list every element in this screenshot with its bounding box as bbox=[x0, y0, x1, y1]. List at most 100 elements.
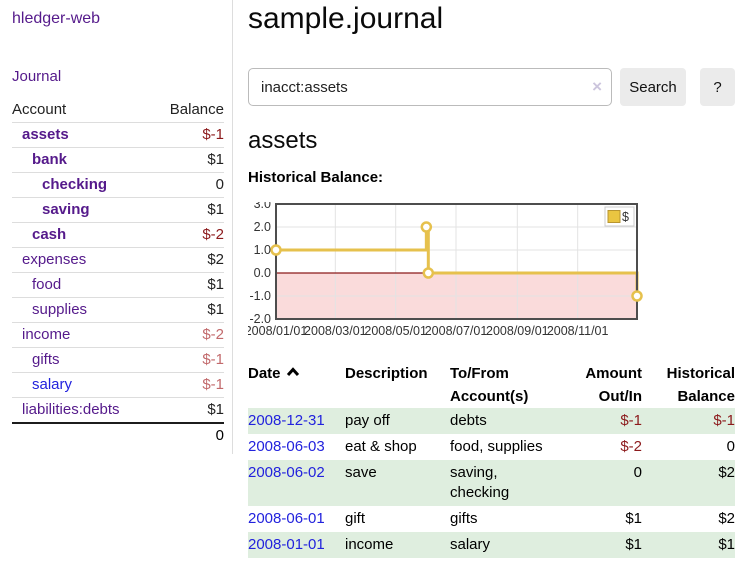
x-axis-label: 2008/09/01 bbox=[486, 324, 549, 338]
accounts-cell: salary bbox=[450, 536, 491, 553]
account-link-liabilities-debts[interactable]: liabilities:debts bbox=[22, 401, 120, 418]
y-axis-label: 2.0 bbox=[254, 220, 271, 234]
amount-cell: $1 bbox=[625, 510, 642, 527]
search-input[interactable] bbox=[248, 68, 612, 106]
accounts-total-value: 0 bbox=[215, 427, 224, 444]
sort-ascending-icon bbox=[286, 367, 299, 377]
running-balance-cell: $2 bbox=[718, 464, 735, 481]
page-title: sample.journal bbox=[248, 2, 444, 35]
sidebar: hledger-web Journal Account Balance asse… bbox=[0, 0, 233, 454]
y-axis-label: 0.0 bbox=[254, 266, 271, 280]
account-link-saving[interactable]: saving bbox=[42, 201, 90, 218]
description-cell: pay off bbox=[345, 412, 390, 429]
description-column-header: Description bbox=[345, 365, 428, 382]
balance-column-header: Balance bbox=[169, 101, 224, 118]
balance-cell: $-2 bbox=[202, 226, 224, 243]
y-axis-label: 1.0 bbox=[254, 243, 271, 257]
y-axis-label: -1.0 bbox=[249, 289, 271, 303]
account-row: liabilities:debts $1 bbox=[12, 397, 224, 424]
transaction-date-link[interactable]: 2008-01-01 bbox=[248, 536, 325, 553]
amount-cell: 0 bbox=[633, 464, 642, 481]
balance-cell: $-1 bbox=[202, 126, 224, 143]
description-cell: eat & shop bbox=[345, 438, 417, 455]
account-row: assets $-1 bbox=[12, 123, 224, 148]
balance-cell: $1 bbox=[207, 201, 224, 218]
balance-cell: 0 bbox=[215, 176, 224, 193]
account-column-header: To/From Account(s) bbox=[450, 365, 529, 405]
description-cell: save bbox=[345, 464, 377, 481]
search-button[interactable]: Search bbox=[620, 68, 686, 106]
account-row: income $-2 bbox=[12, 322, 224, 348]
running-balance-cell: $2 bbox=[718, 510, 735, 527]
account-link-bank[interactable]: bank bbox=[32, 151, 68, 168]
running-balance-cell: $1 bbox=[718, 536, 735, 553]
accounts-table: Account Balance assets $-1 bank $1 check… bbox=[12, 98, 224, 448]
account-link-income[interactable]: income bbox=[22, 326, 71, 343]
brand-link[interactable]: hledger-web bbox=[12, 10, 101, 27]
balance-cell: $1 bbox=[207, 276, 224, 293]
balance-cell: $-1 bbox=[202, 376, 224, 393]
account-link-supplies[interactable]: supplies bbox=[32, 301, 88, 318]
register-row: 2008-12-31 pay off debts $-1 $-1 bbox=[248, 408, 735, 434]
balance-cell: $-1 bbox=[202, 351, 224, 368]
sidebar-item-journal[interactable]: Journal bbox=[12, 68, 62, 85]
plot-border bbox=[275, 203, 638, 320]
register-row: 2008-06-02 save saving, checking 0 $2 bbox=[248, 460, 735, 506]
register-table: Date Description To/From Account(s) Amou… bbox=[248, 362, 735, 558]
accounts-table-header: Account Balance bbox=[12, 98, 224, 123]
account-link-cash[interactable]: cash bbox=[32, 226, 67, 243]
balance-cell: $2 bbox=[207, 251, 224, 268]
account-link-food[interactable]: food bbox=[32, 276, 62, 293]
search-form: × Search ? bbox=[248, 68, 735, 106]
x-axis-label: 2008/05/01 bbox=[364, 324, 427, 338]
running-balance-cell: 0 bbox=[726, 438, 735, 455]
help-button[interactable]: ? bbox=[700, 68, 735, 106]
accounts-cell: gifts bbox=[450, 510, 478, 527]
accounts-total-row: 0 bbox=[12, 423, 224, 448]
account-link-gifts[interactable]: gifts bbox=[32, 351, 60, 368]
account-row: cash $-2 bbox=[12, 222, 224, 248]
account-row: saving $1 bbox=[12, 197, 224, 223]
account-row: food $1 bbox=[12, 272, 224, 298]
description-cell: gift bbox=[345, 510, 366, 527]
register-row: 2008-06-03 eat & shop food, supplies $-2… bbox=[248, 434, 735, 460]
account-link-assets[interactable]: assets bbox=[22, 126, 69, 143]
y-axis-label: -2.0 bbox=[249, 312, 271, 326]
accounts-cell: debts bbox=[450, 412, 487, 429]
transaction-date-link[interactable]: 2008-06-02 bbox=[248, 464, 325, 481]
account-row: supplies $1 bbox=[12, 297, 224, 323]
register-header-row: Date Description To/From Account(s) Amou… bbox=[248, 362, 735, 408]
x-axis-label: 2008/07/01 bbox=[425, 324, 488, 338]
x-axis-label: 2008/01/01 bbox=[248, 324, 307, 338]
amount-cell: $1 bbox=[625, 536, 642, 553]
legend-swatch bbox=[607, 210, 621, 223]
account-row: checking 0 bbox=[12, 172, 224, 198]
transaction-date-link[interactable]: 2008-06-03 bbox=[248, 438, 325, 455]
account-row: bank $1 bbox=[12, 147, 224, 173]
amount-cell: $-1 bbox=[620, 412, 642, 429]
balance-column-header: Historical Balance bbox=[666, 365, 735, 405]
data-point-marker bbox=[420, 221, 433, 233]
balance-cell: $-2 bbox=[202, 326, 224, 343]
balance-cell: $1 bbox=[207, 301, 224, 318]
account-row: gifts $-1 bbox=[12, 347, 224, 373]
accounts-cell: saving, checking bbox=[450, 464, 510, 501]
transaction-date-link[interactable]: 2008-06-01 bbox=[248, 510, 325, 527]
clear-search-icon[interactable]: × bbox=[592, 77, 602, 96]
date-column-header: Date bbox=[248, 362, 345, 408]
accounts-cell: food, supplies bbox=[450, 438, 543, 455]
data-point-marker bbox=[631, 290, 643, 302]
y-axis-label: 3.0 bbox=[254, 202, 271, 211]
running-balance-cell: $-1 bbox=[713, 412, 735, 429]
account-heading: assets bbox=[248, 127, 318, 154]
amount-column-header: Amount Out/In bbox=[585, 365, 642, 405]
account-link-expenses[interactable]: expenses bbox=[22, 251, 87, 268]
account-link-checking[interactable]: checking bbox=[42, 176, 108, 193]
data-point-marker bbox=[270, 244, 282, 256]
account-link-salary[interactable]: salary bbox=[32, 376, 73, 393]
account-row: salary $-1 bbox=[12, 372, 224, 398]
transaction-date-link[interactable]: 2008-12-31 bbox=[248, 412, 325, 429]
chart-canvas: $3.0 2.0 1.0 0.0 -1.0 -2.02008/01/012008/03/0… bbox=[245, 197, 643, 338]
legend-label: $ bbox=[622, 210, 629, 224]
main-content: sample.journal × Search ? assets Histori… bbox=[245, 0, 742, 582]
